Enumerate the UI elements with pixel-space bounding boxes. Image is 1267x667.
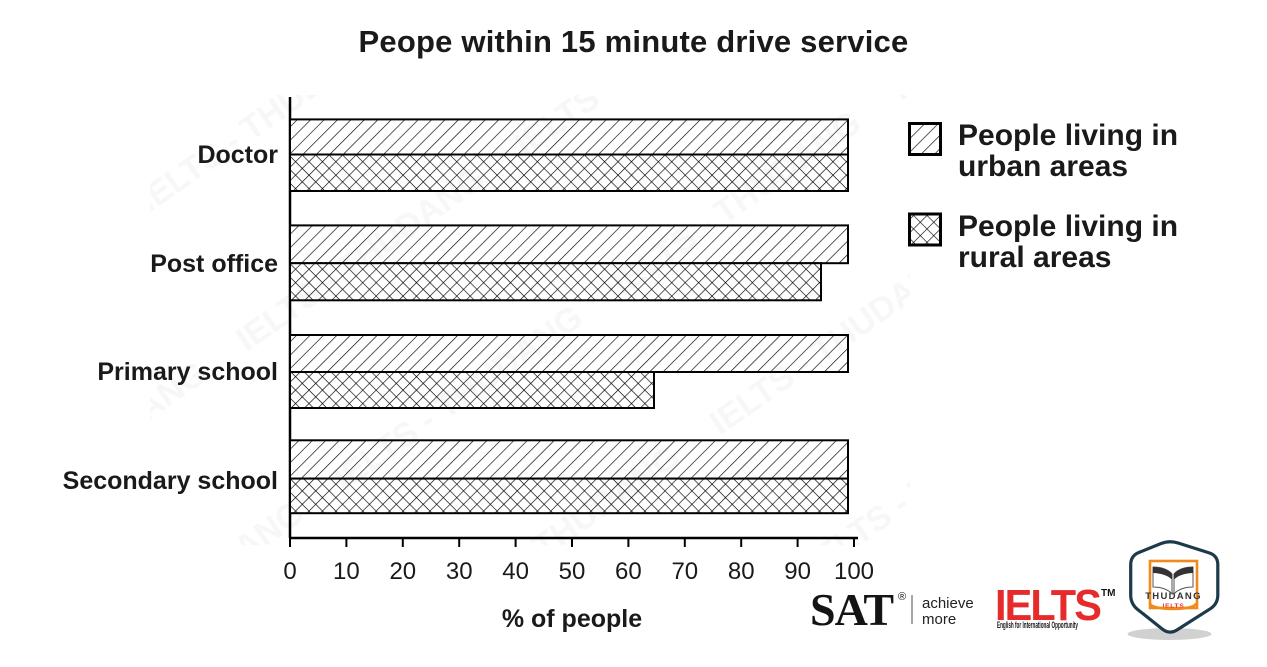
svg-text:more: more [922, 611, 956, 628]
svg-text:English for International Oppo: English for International Opportunity [997, 620, 1078, 631]
svg-text:People living in: People living in [958, 210, 1178, 243]
svg-text:0: 0 [283, 558, 296, 585]
svg-text:SAT: SAT [810, 584, 893, 635]
svg-text:urban areas: urban areas [958, 150, 1128, 183]
svg-text:80: 80 [728, 558, 755, 585]
svg-text:% of people: % of people [502, 605, 642, 633]
svg-text:10: 10 [333, 558, 360, 585]
svg-text:40: 40 [502, 558, 529, 585]
svg-text:70: 70 [671, 558, 698, 585]
svg-text:20: 20 [389, 558, 416, 585]
svg-text:100: 100 [834, 558, 874, 585]
svg-text:60: 60 [615, 558, 642, 585]
svg-text:TM: TM [1101, 588, 1115, 599]
svg-text:achieve: achieve [922, 595, 974, 612]
svg-text:rural areas: rural areas [958, 241, 1111, 274]
svg-text:90: 90 [784, 558, 811, 585]
svg-text:®: ® [898, 591, 906, 603]
svg-text:50: 50 [559, 558, 586, 585]
svg-text:30: 30 [446, 558, 473, 585]
svg-text:People living in: People living in [958, 119, 1178, 152]
